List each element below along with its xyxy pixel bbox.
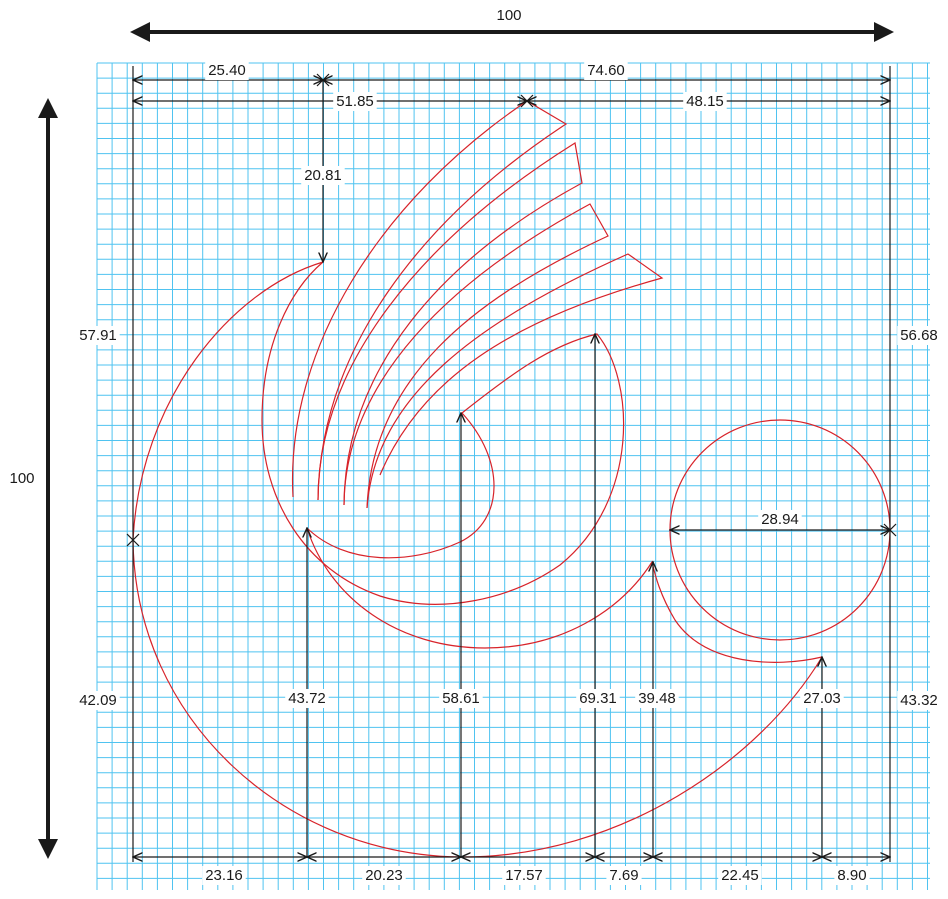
ribbon-3 [343,203,609,509]
label-vertical-offset: 20.81 [304,167,342,184]
inner-swirl-curve [306,412,495,559]
label-bottom-1: 23.16 [205,867,243,884]
label-circle-diameter: 28.94 [761,511,799,528]
label-background [897,691,941,710]
label-background [301,166,345,185]
label-height-5: 27.03 [803,690,841,707]
label-background [439,689,483,708]
label-background [333,92,377,111]
cross-marker-top-mid [520,94,534,108]
label-left-lower: 42.09 [79,692,117,709]
label-background [76,691,120,710]
label-background [800,689,844,708]
label-background [606,866,642,885]
label-top1-b: 74.60 [587,62,625,79]
label-background [718,866,762,885]
label-background [584,61,628,80]
label-overall-width: 100 [496,7,521,24]
dimension-labels: 100 100 25.40 74.60 51.85 48.15 20.81 57… [6,6,941,885]
tail-hook-curve [306,527,823,663]
label-background [6,469,38,488]
label-left-upper: 57.91 [79,327,117,344]
label-height-1: 43.72 [288,690,326,707]
label-right-lower: 43.32 [900,692,938,709]
label-bottom-4: 7.69 [609,867,638,884]
label-top2-a: 51.85 [336,93,374,110]
outer-swirl-curve [132,261,823,858]
label-background [285,689,329,708]
grid-paper [96,62,930,890]
label-bottom-6: 8.90 [837,867,866,884]
cross-marker-left [126,533,140,547]
label-background [576,689,620,708]
label-height-4: 39.48 [638,690,676,707]
middle-swirl-curve [261,261,625,605]
label-right-upper: 56.68 [900,327,938,344]
label-background [683,92,727,111]
label-background [493,6,525,25]
label-bottom-2: 20.23 [365,867,403,884]
label-height-2: 58.61 [442,690,480,707]
label-background [202,866,246,885]
label-background [897,326,941,345]
label-top2-b: 48.15 [686,93,724,110]
label-background [362,866,406,885]
label-background [635,689,679,708]
label-background [834,866,870,885]
label-bottom-3: 17.57 [505,867,543,884]
cross-marker-right [883,523,897,537]
cross-marker-top-left [316,73,330,87]
label-background [502,866,546,885]
label-bottom-5: 22.45 [721,867,759,884]
ribbon-1 [291,100,568,501]
dimension-lines [38,22,897,862]
ribbon-4 [366,253,664,509]
label-height-3: 69.31 [579,690,617,707]
label-overall-height: 100 [9,470,34,487]
label-top1-a: 25.40 [208,62,246,79]
label-background [205,61,249,80]
label-background [758,510,802,529]
ribbon-2 [317,142,583,506]
label-background [76,326,120,345]
